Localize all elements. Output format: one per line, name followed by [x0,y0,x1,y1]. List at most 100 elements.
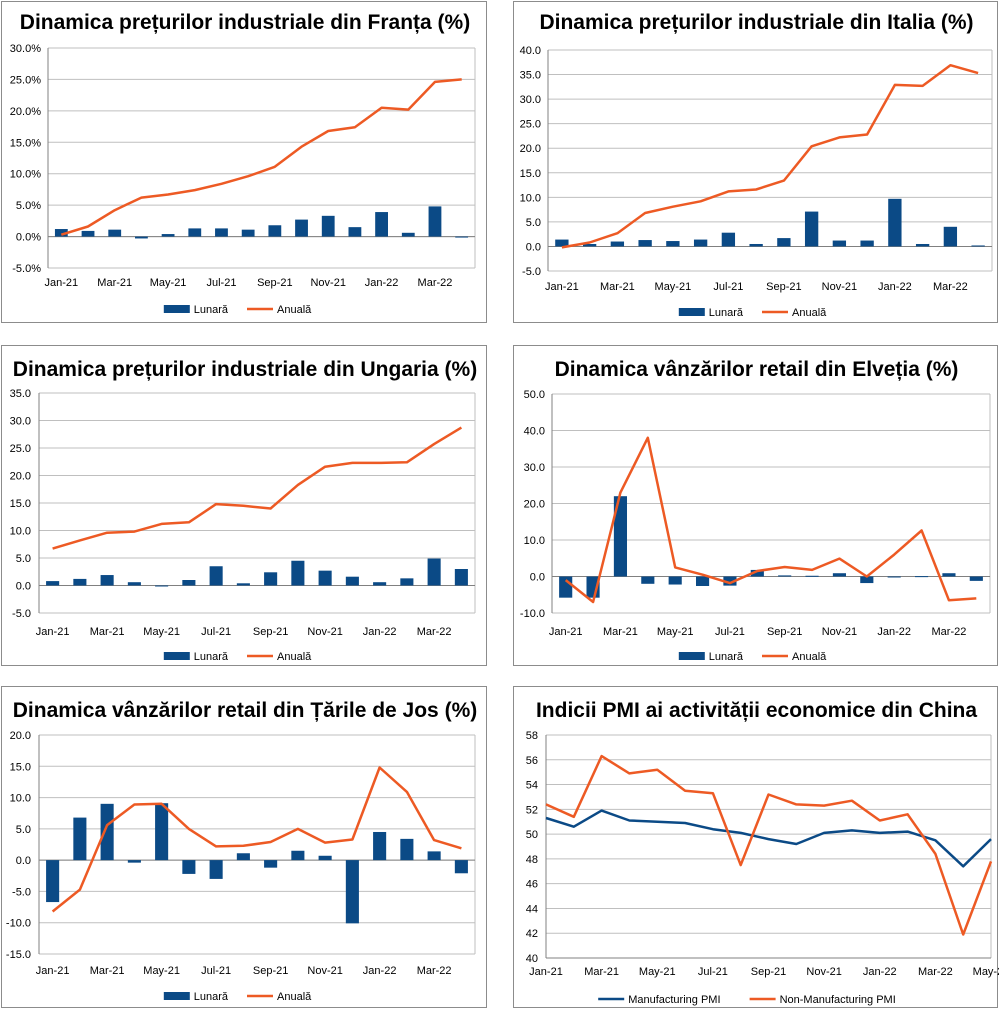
bar [400,838,414,861]
bar [209,860,223,879]
series-line [60,78,462,236]
y-tick-label: 0.0 [16,581,31,593]
bar [832,240,847,247]
bar [559,576,573,598]
x-tick-label: Jul-21 [698,966,728,978]
y-tick-label: 35.0 [10,388,31,400]
chart-panel-china-pmi: Indicii PMI ai activității economice din… [513,686,999,1008]
bar [832,573,847,577]
legend-label: Anuală [277,991,312,1003]
bar [236,583,250,586]
legend: Lunară Anuală [163,991,312,1003]
x-tick-label: Jul-21 [201,626,231,638]
y-tick-label: 20.0 [10,471,31,483]
legend-label: Lunară [709,307,744,319]
y-tick-label: 10.0 [10,793,31,805]
legend-label: Lunară [709,651,744,663]
chart-panel-elvetia: Dinamica vânzărilor retail din Elveția (… [513,345,998,666]
y-tick-label: -15.0 [6,949,31,961]
bar [73,578,87,586]
bar [155,803,169,861]
chart-svg: Dinamica vânzărilor retail din Elveția (… [520,358,991,663]
bar [135,236,148,239]
bar [749,243,763,247]
bar [46,860,60,903]
x-tick-label: Nov-21 [822,626,857,638]
legend-label: Anuală [277,304,312,316]
chart-svg: Indicii PMI ai activității economice din… [526,699,999,1006]
bar [613,496,628,577]
x-tick-label: Mar-22 [918,966,953,978]
chart-svg: Dinamica prețurilor industriale din Fran… [10,11,476,316]
bar [428,206,442,237]
x-tick-label: Mar-21 [600,281,635,293]
bar [971,245,985,247]
bar [427,558,441,586]
bar [693,239,708,247]
x-tick-label: Jan-21 [529,966,563,978]
bar [182,860,196,874]
x-tick-label: Jan-22 [878,281,912,293]
y-tick-label: 15.0 [520,168,541,180]
y-tick-label: 25.0% [10,74,41,86]
bar [887,576,901,578]
y-tick-label: 10.0 [520,192,541,204]
legend-label: Anuală [792,307,827,319]
bar [777,238,791,247]
bar [860,576,874,584]
x-tick-label: Jan-21 [45,277,79,289]
y-tick-label: 15.0% [10,137,41,149]
bar [155,585,169,587]
y-tick-label: -5.0 [522,266,541,278]
y-tick-label: 15.0 [10,761,31,773]
legend-swatch-bar [163,305,190,313]
series-line [51,766,462,913]
bar [73,817,87,861]
y-tick-label: 50 [526,829,538,841]
x-tick-label: Nov-21 [307,626,342,638]
legend-label: Anuală [792,651,827,663]
y-tick-label: 25.0 [520,119,541,131]
x-tick-label: Jan-21 [36,965,70,977]
x-tick-label: Sep-21 [253,965,288,977]
bar [241,229,255,237]
y-tick-label: 30.0% [10,43,41,55]
y-tick-label: 20.0 [10,730,31,742]
y-tick-label: 5.0 [526,217,541,229]
legend-label: Lunară [194,991,229,1003]
bar [375,212,388,237]
bar [81,230,95,237]
legend-label: Manufacturing PMI [628,994,720,1006]
y-tick-label: 20.0 [520,143,541,155]
x-tick-label: Jan-21 [545,281,579,293]
legend-swatch-bar [678,652,705,660]
bar [100,803,114,861]
bar [455,236,469,238]
legend-label: Lunară [194,651,229,663]
x-tick-label: Mar-22 [417,965,452,977]
chart-title: Dinamica prețurilor industriale din Unga… [13,358,477,381]
x-tick-label: Nov-21 [310,277,345,289]
bar [348,227,362,237]
bar [373,582,387,586]
x-tick-label: Nov-21 [307,965,342,977]
bar [641,576,655,584]
y-tick-label: 20.0% [10,106,41,118]
legend-label: Anuală [277,651,312,663]
y-tick-label: 5.0 [16,553,31,565]
y-tick-label: 52 [526,804,538,816]
x-tick-label: Jul-21 [206,277,236,289]
bar [582,243,597,247]
y-tick-label: 15.0 [10,498,31,510]
y-tick-label: 40 [526,953,538,965]
y-tick-label: 56 [526,755,538,767]
x-tick-label: Jan-21 [36,626,70,638]
y-tick-label: 10.0% [10,169,41,181]
x-tick-label: May-21 [150,277,187,289]
bar [291,850,305,861]
bar [914,576,929,578]
bar [915,243,930,247]
chart-title: Indicii PMI ai activității economice din… [536,699,977,722]
bar [161,234,175,237]
y-tick-label: 40.0 [520,45,541,57]
